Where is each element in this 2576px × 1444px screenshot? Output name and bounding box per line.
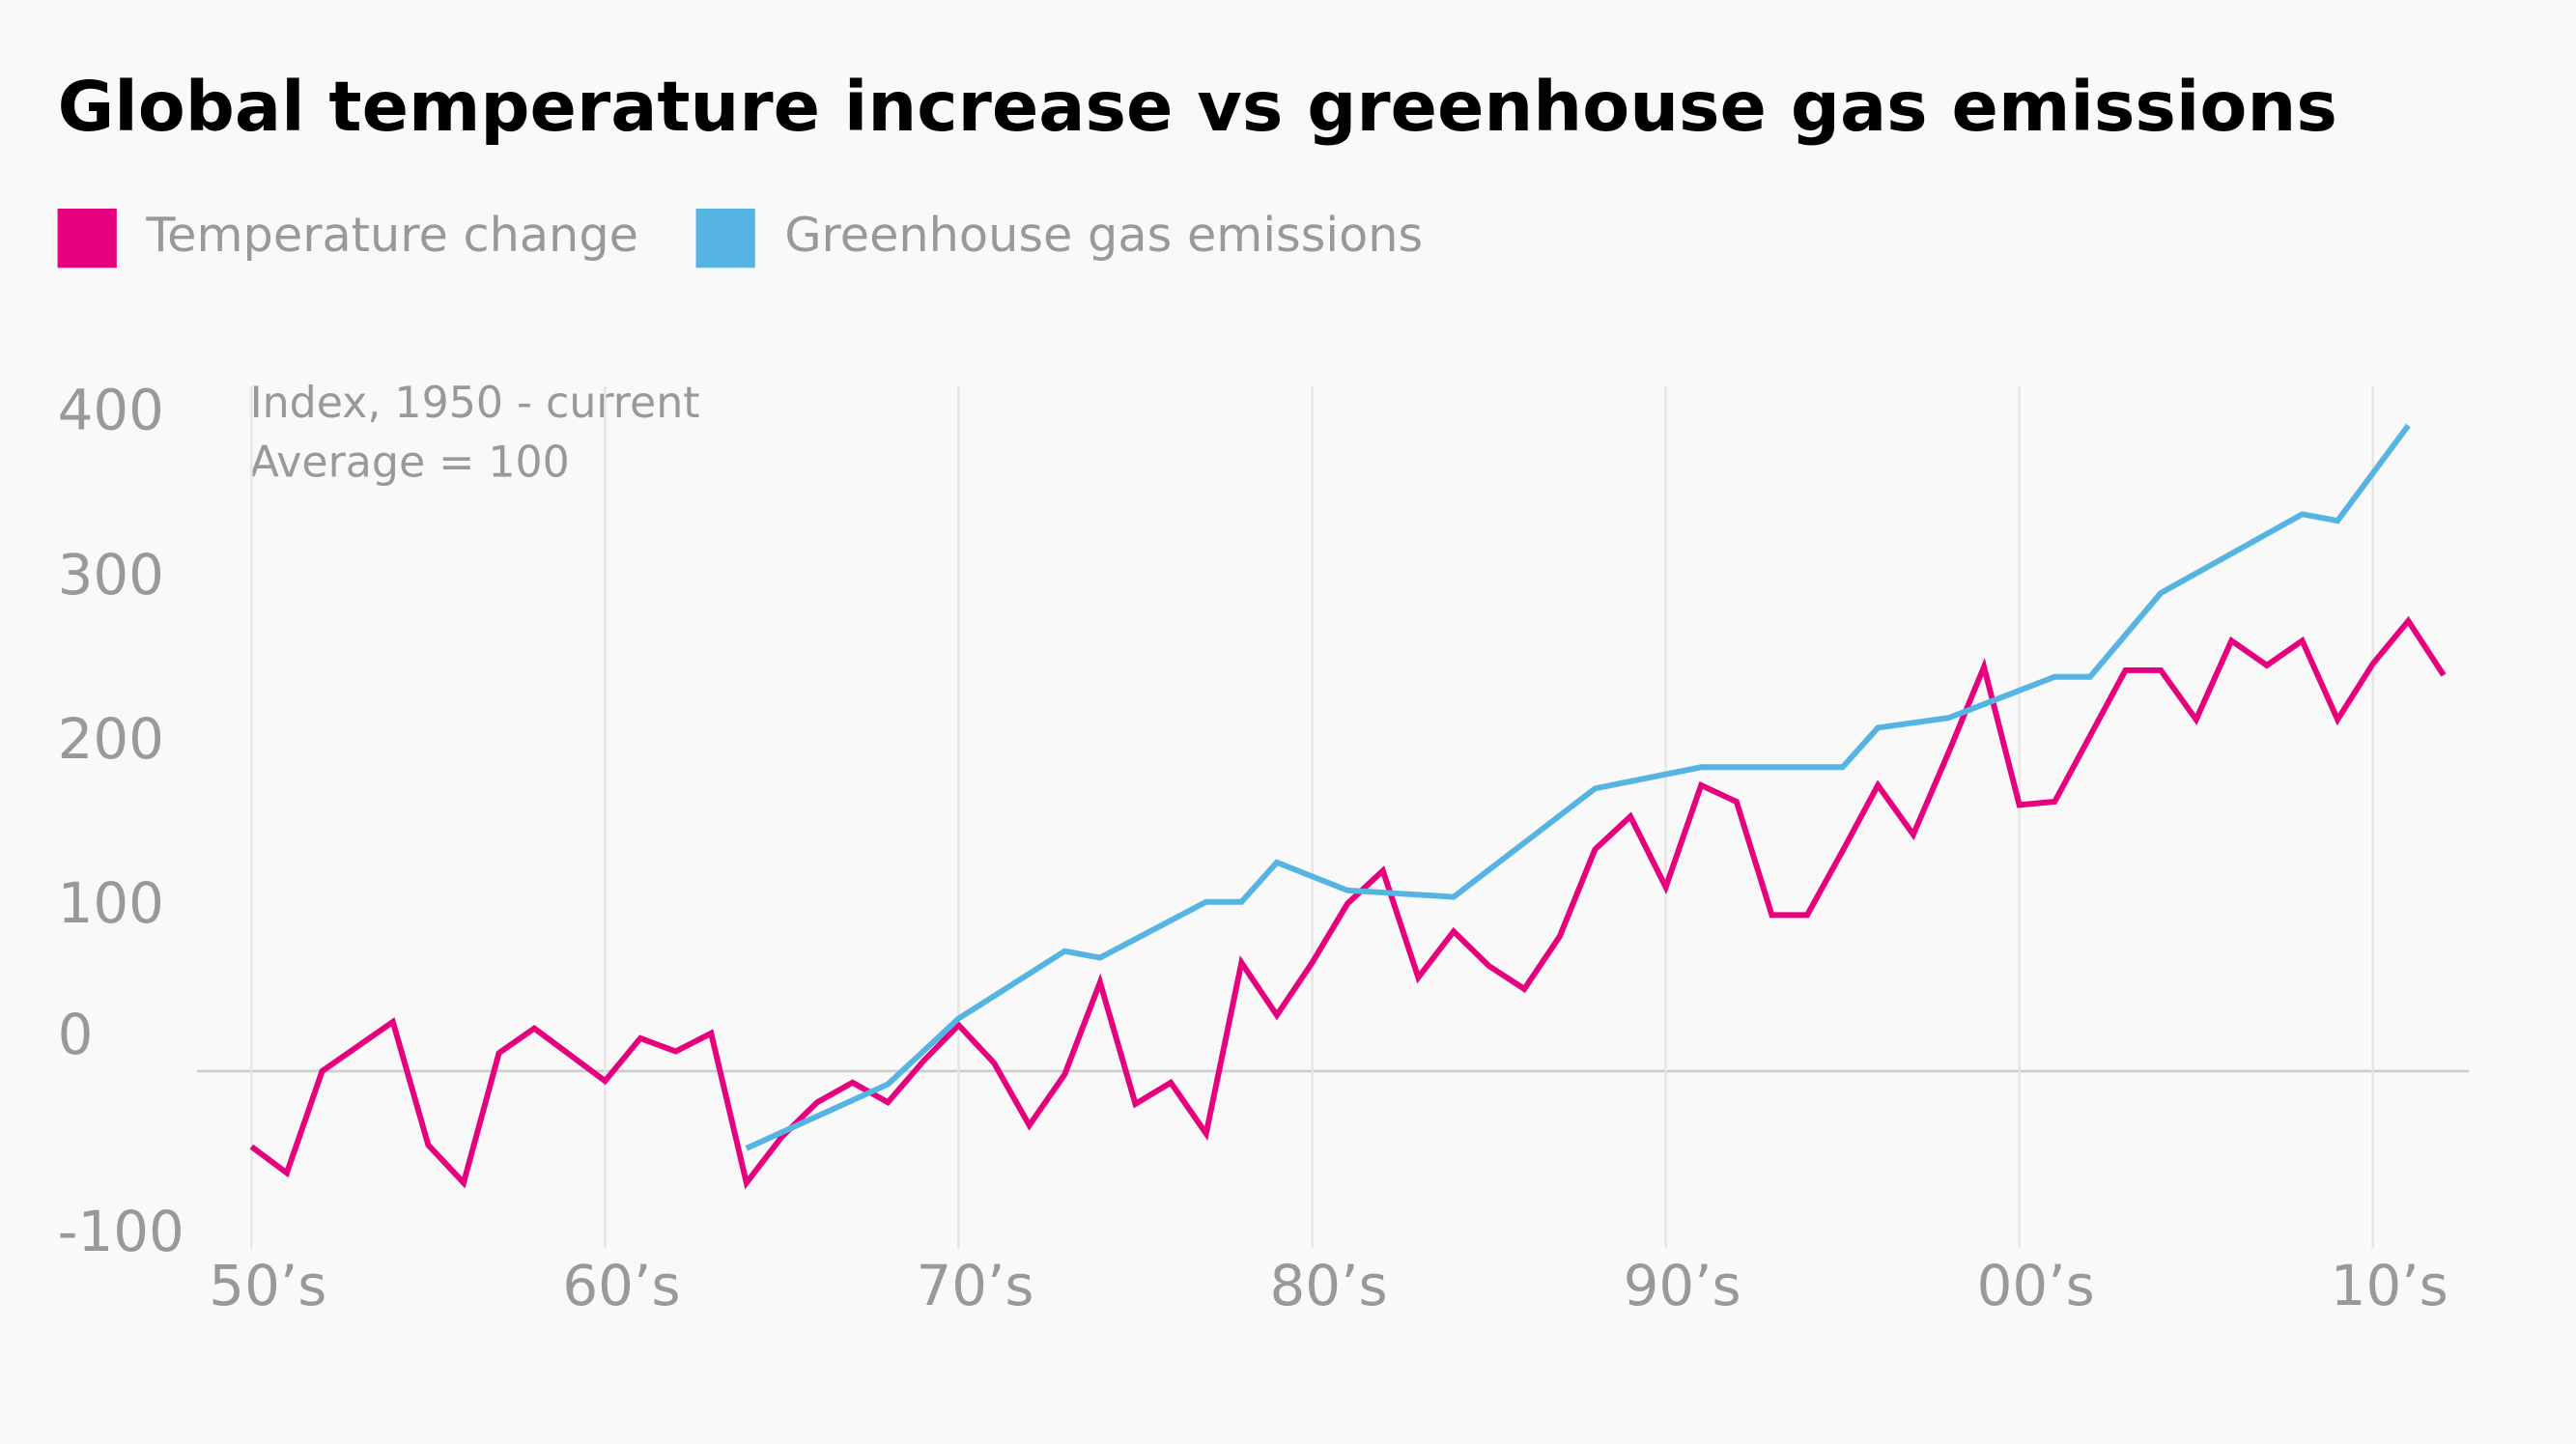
legend-label: Temperature change xyxy=(145,207,638,263)
y-tick-label: 300 xyxy=(58,542,164,608)
x-tick-label: 70’s xyxy=(916,1253,1033,1318)
y-tick-label: -100 xyxy=(58,1199,184,1264)
x-tick-label: 00’s xyxy=(1977,1253,2095,1318)
annotation: Index, 1950 - current xyxy=(250,379,700,428)
x-tick-label: 50’s xyxy=(209,1253,326,1318)
y-tick-label: 400 xyxy=(58,378,164,443)
x-tick-label: 10’s xyxy=(2331,1253,2449,1318)
series-line xyxy=(745,423,2411,1151)
legend-swatch xyxy=(57,209,117,269)
y-tick-label: 200 xyxy=(58,706,164,772)
legend-label: Greenhouse gas emissions xyxy=(784,207,1423,263)
x-tick-label: 60’s xyxy=(562,1253,680,1318)
y-tick-label: 0 xyxy=(58,1002,94,1067)
legend-swatch xyxy=(695,209,755,269)
x-tick-label: 80’s xyxy=(1270,1253,1388,1318)
series-line xyxy=(249,615,2447,1190)
y-tick-label: 100 xyxy=(58,870,164,936)
annotation: Average = 100 xyxy=(250,438,570,487)
chart-title: Global temperature increase vs greenhous… xyxy=(58,67,2337,147)
x-tick-label: 90’s xyxy=(1624,1253,1741,1318)
